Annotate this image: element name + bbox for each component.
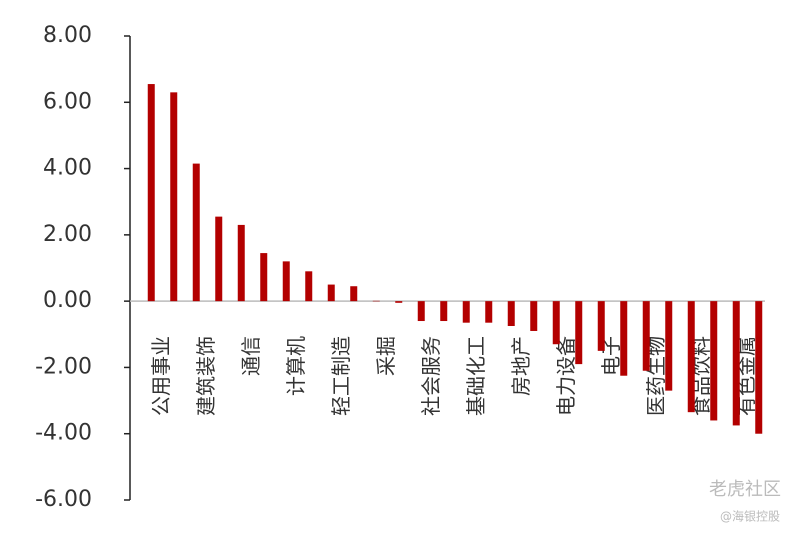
x-tick-label: 通信	[239, 336, 263, 376]
bar	[237, 224, 245, 302]
y-tick-label: 8.00	[43, 23, 92, 48]
bar	[552, 301, 560, 345]
y-tick-label: 6.00	[43, 89, 92, 114]
x-tick-label: 建筑装饰	[194, 336, 218, 416]
watermark: 老虎社区	[709, 479, 781, 500]
bar	[147, 84, 155, 302]
y-tick-label: -4.00	[35, 421, 92, 446]
x-tick-label: 社会服务	[419, 336, 443, 416]
bar	[485, 301, 493, 323]
bar	[327, 284, 335, 302]
bar	[440, 301, 448, 322]
bar	[665, 301, 673, 391]
bar	[305, 271, 313, 302]
bar	[530, 301, 538, 331]
x-tick-label: 公用事业	[149, 336, 173, 416]
y-tick-label: -6.00	[35, 487, 92, 512]
x-tick-label: 采掘	[374, 336, 398, 376]
bar	[215, 216, 223, 302]
x-tick-label: 电力设备	[554, 336, 578, 416]
bar	[642, 301, 650, 371]
bar	[417, 301, 425, 322]
bar	[282, 261, 290, 302]
bar	[507, 301, 515, 326]
x-tick-label: 计算机	[284, 336, 308, 396]
bar	[755, 301, 763, 434]
x-tick-label: 基础化工	[464, 336, 488, 416]
bar	[170, 92, 178, 302]
bar	[732, 301, 740, 426]
y-tick-label: 4.00	[43, 156, 92, 181]
bar	[395, 301, 403, 303]
bar	[372, 300, 380, 302]
bar	[620, 301, 628, 376]
x-tick-label: 轻工制造	[329, 336, 353, 416]
bar	[710, 301, 718, 421]
bar	[192, 163, 200, 302]
bar	[350, 286, 358, 302]
bar	[575, 301, 583, 365]
x-tick-label: 房地产	[509, 336, 533, 396]
y-tick-label: 2.00	[43, 222, 92, 247]
y-tick-label: -2.00	[35, 354, 92, 379]
y-tick-label: 0.00	[43, 288, 92, 313]
bar	[260, 253, 268, 302]
bar	[687, 301, 695, 413]
bar	[462, 301, 470, 323]
watermark-source: @海银控股	[720, 509, 780, 524]
bar	[597, 301, 605, 351]
